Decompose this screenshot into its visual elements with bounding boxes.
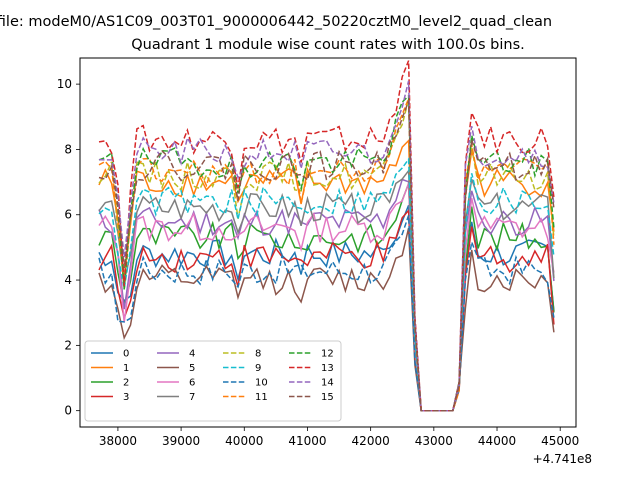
x-tick-label: 42000 <box>352 434 390 448</box>
legend-label: 3 <box>123 392 129 403</box>
legend-label: 8 <box>255 349 261 360</box>
legend-label: 4 <box>189 349 195 360</box>
x-tick-label: 38000 <box>99 434 137 448</box>
legend-label: 1 <box>123 363 129 374</box>
series-line-6 <box>98 182 555 412</box>
x-tick-label: 44000 <box>478 434 516 448</box>
x-tick-label: 45000 <box>541 434 579 448</box>
legend-label: 14 <box>321 378 334 389</box>
legend-label: 10 <box>255 378 268 389</box>
legend-label: 12 <box>321 349 334 360</box>
series-line-15 <box>98 100 555 412</box>
series-line-11 <box>98 98 555 412</box>
legend-label: 2 <box>123 378 129 389</box>
y-tick-label: 4 <box>64 273 72 287</box>
x-tick-label: 41000 <box>288 434 326 448</box>
plot-frame <box>79 57 577 428</box>
series-line-10 <box>98 215 555 412</box>
legend-label: 9 <box>255 363 261 374</box>
series-line-8 <box>98 99 555 412</box>
legend-label: 6 <box>189 378 195 389</box>
legend-label: 0 <box>123 349 129 360</box>
x-tick-label: 39000 <box>162 434 200 448</box>
y-tick-label: 2 <box>64 338 72 352</box>
series-line-13 <box>98 60 555 412</box>
series-line-2 <box>98 183 555 412</box>
y-tick-label: 8 <box>64 142 72 156</box>
series-line-1 <box>98 138 555 412</box>
x-tick-label: 40000 <box>225 434 263 448</box>
legend-label: 7 <box>189 392 195 403</box>
legend-label: 13 <box>321 363 334 374</box>
legend-label: 15 <box>321 392 334 403</box>
y-axis: 0 2 4 6 8 10 <box>57 77 80 418</box>
y-tick-label: 6 <box>64 208 72 222</box>
y-tick-label: 10 <box>57 77 72 91</box>
x-offset-text: +4.741e8 <box>532 452 592 466</box>
figure-suptitle: n file: modeM0/AS1C09_003T01_9000006442_… <box>0 14 640 30</box>
series-layer <box>98 60 555 412</box>
x-tick-label: 43000 <box>415 434 453 448</box>
legend-label: 11 <box>255 392 268 403</box>
legend-label: 5 <box>189 363 195 374</box>
series-line-9 <box>98 156 555 412</box>
suptitle-text: n file: modeM0/AS1C09_003T01_9000006442_… <box>0 14 553 30</box>
x-axis: 38000 39000 40000 41000 42000 43000 44000 45000 <box>99 427 579 448</box>
y-tick-label: 0 <box>64 404 72 418</box>
chart-title: Quadrant 1 module wise count rates with … <box>131 37 525 53</box>
legend-box <box>84 340 342 422</box>
